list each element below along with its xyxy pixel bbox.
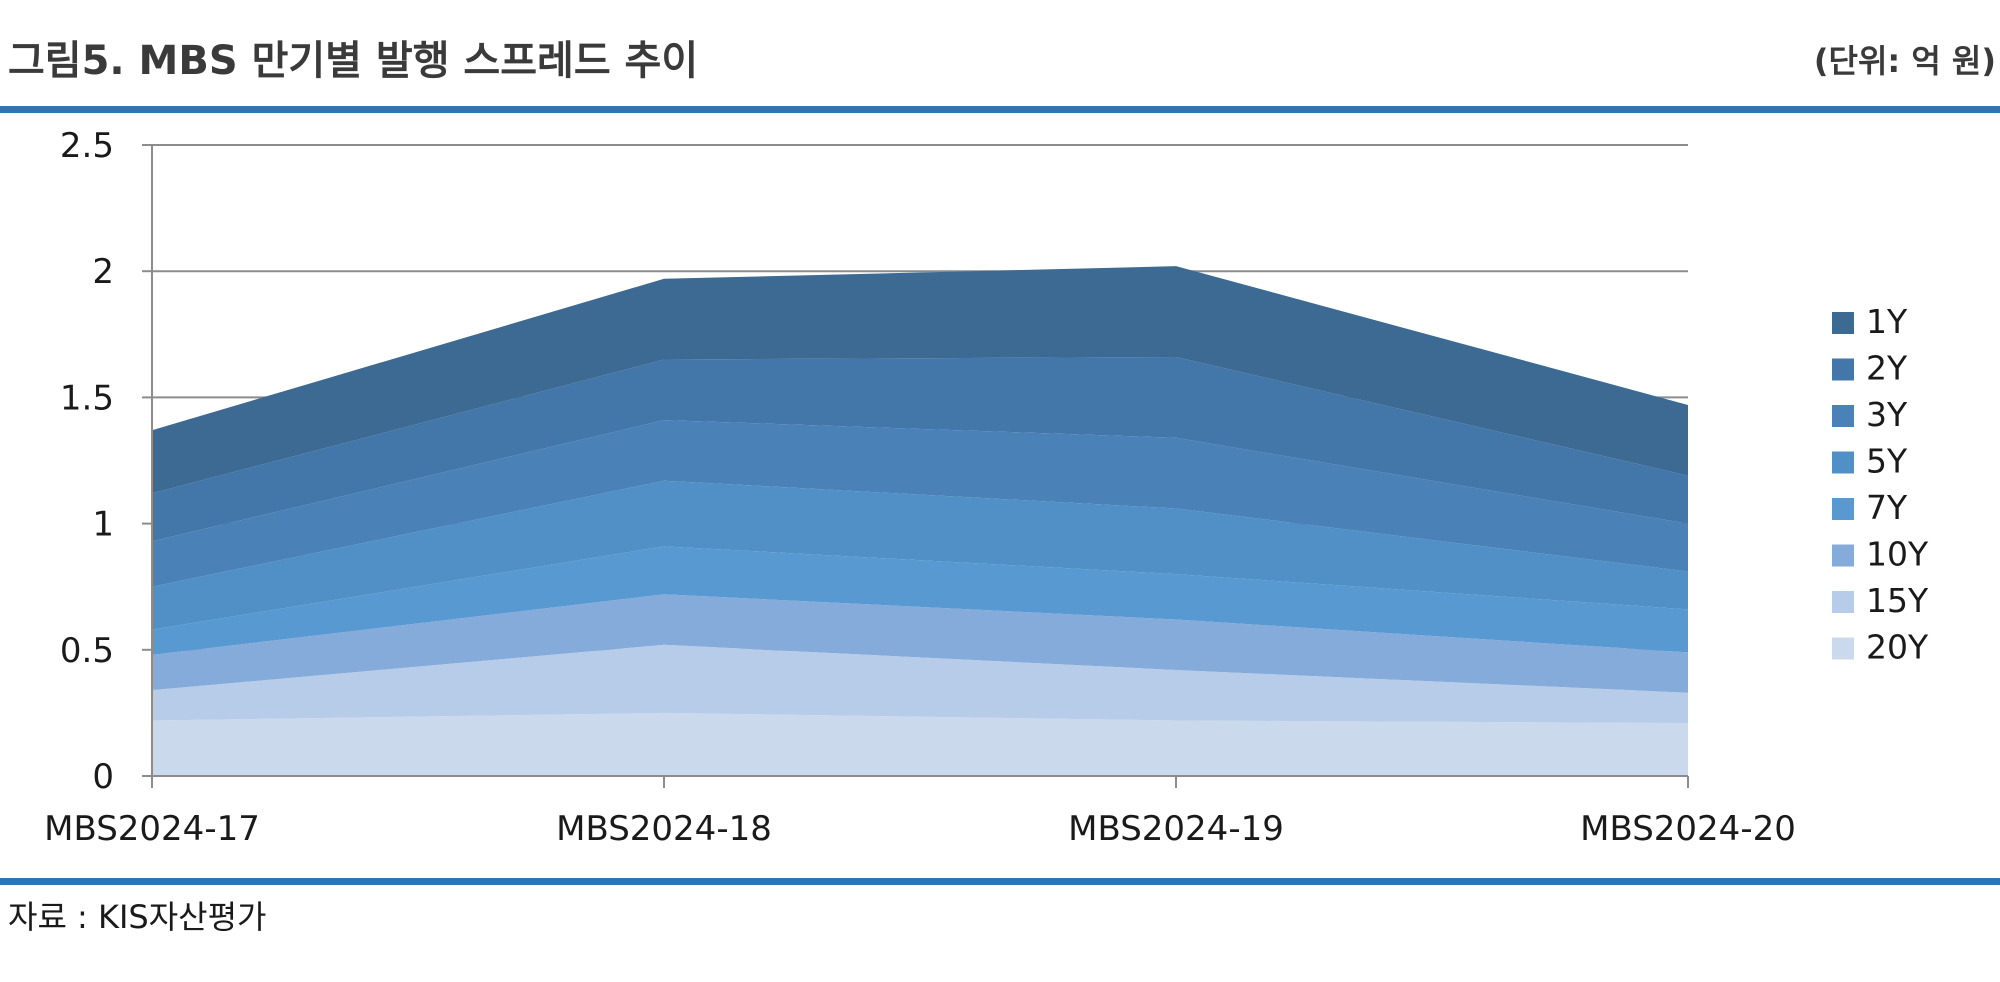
legend-swatch-3Y	[1832, 405, 1854, 427]
x-tick-label: MBS2024-17	[44, 809, 260, 849]
y-tick-label: 2.5	[60, 126, 114, 166]
y-tick-label: 1.5	[60, 378, 114, 418]
stacked-area-chart: 0 0.5 1 1.5 2 2.5 MBS2024-17 MBS2024-18 MBS2024-…	[44, 126, 1929, 849]
legend-label-7Y: 7Y	[1866, 488, 1908, 527]
area-series-3Y	[152, 420, 1688, 587]
legend-label-2Y: 2Y	[1866, 349, 1908, 388]
legend-swatch-5Y	[1832, 451, 1854, 474]
bottom-rule	[0, 878, 2000, 885]
x-tick-label: MBS2024-19	[1068, 809, 1284, 849]
legend-label-5Y: 5Y	[1866, 442, 1908, 481]
unit-label: (단위: 억 원)	[1813, 42, 1996, 80]
legend-label-20Y: 20Y	[1866, 628, 1929, 667]
legend-label-15Y: 15Y	[1866, 581, 1929, 620]
y-tick-label: 0	[92, 757, 114, 797]
legend-swatch-20Y	[1832, 637, 1854, 660]
area-series-15Y	[152, 644, 1688, 723]
legend-swatch-2Y	[1832, 358, 1854, 381]
legend-swatch-1Y	[1832, 312, 1854, 334]
area-series-20Y	[152, 712, 1688, 776]
y-tick-label: 0.5	[60, 631, 114, 671]
legend-label-1Y: 1Y	[1866, 302, 1908, 341]
area-series-10Y	[152, 594, 1688, 693]
area-series-7Y	[152, 546, 1688, 655]
source-note: 자료 : KIS자산평가	[8, 898, 267, 936]
area-series-2Y	[152, 357, 1688, 542]
legend-swatch-15Y	[1832, 591, 1854, 613]
legend-label-3Y: 3Y	[1866, 395, 1908, 434]
area-series-5Y	[152, 480, 1688, 630]
area-series-layer	[152, 266, 1688, 776]
legend-label-10Y: 10Y	[1866, 535, 1929, 574]
top-rule	[0, 106, 2000, 113]
legend-swatch-10Y	[1832, 544, 1854, 567]
chart-title: 그림5. MBS 만기별 발행 스프레드 추이	[8, 38, 699, 84]
legend: 1Y 2Y 3Y 5Y 7Y 10Y 15Y 20Y	[1832, 302, 1929, 667]
area-series-1Y	[152, 266, 1688, 494]
x-tick-label: MBS2024-18	[556, 809, 772, 849]
x-tick-label: MBS2024-20	[1580, 809, 1796, 849]
legend-swatch-7Y	[1832, 498, 1854, 520]
y-tick-label: 2	[92, 252, 114, 292]
y-tick-label: 1	[92, 505, 114, 545]
axes: 0 0.5 1 1.5 2 2.5 MBS2024-17 MBS2024-18 MBS2024-…	[44, 126, 1796, 849]
